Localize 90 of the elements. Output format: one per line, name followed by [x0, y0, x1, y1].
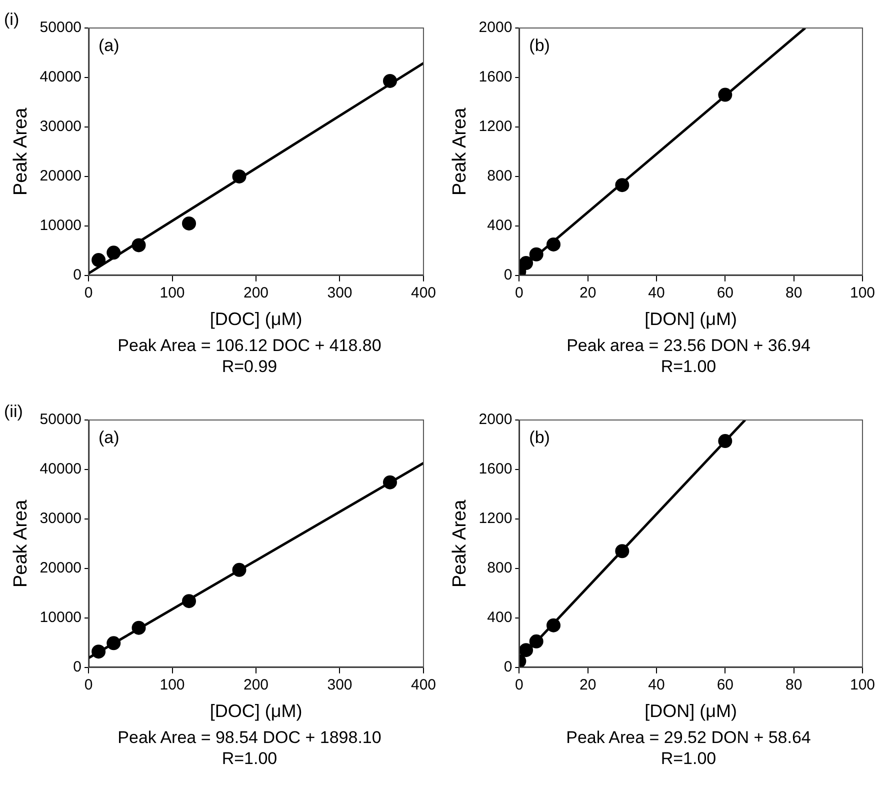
y-tick-label: 20000 — [40, 168, 82, 185]
y-tick-label: 20000 — [40, 560, 82, 577]
annotation: (a) — [98, 36, 120, 56]
y-tick-label: 30000 — [40, 510, 82, 528]
y-tick-label: 0 — [73, 658, 82, 676]
y-tick-label: 40000 — [40, 68, 82, 86]
x-axis-title: [DON] (μM) — [644, 701, 738, 722]
text: Peak area = 23.56 DON + 36.94 — [566, 335, 812, 356]
y-tick-label: 1200 — [478, 118, 512, 136]
x-tick-label: 100 — [850, 676, 875, 694]
x-tick-label: 100 — [160, 676, 185, 694]
y-tick-label: 400 — [487, 217, 512, 234]
y-tick-label: 0 — [504, 266, 512, 284]
x-tick-label: 0 — [84, 284, 93, 302]
x-tick-label: 20 — [579, 284, 596, 302]
x-tick-label: 0 — [84, 676, 93, 694]
point — [519, 643, 534, 658]
point — [382, 475, 397, 490]
point — [529, 247, 544, 262]
point — [132, 238, 146, 252]
x-tick-label: 60 — [716, 676, 734, 694]
y-tick-label: 1200 — [478, 510, 512, 528]
point — [92, 644, 106, 659]
x-tick-label: 100 — [850, 284, 875, 302]
x-axis-title: [DOC] (μM) — [210, 701, 302, 722]
x-tick-label: 0 — [514, 284, 524, 302]
y-axis-title: Peak Area — [450, 107, 471, 196]
y-tick-label: 2000 — [478, 411, 512, 428]
y-tick-label: 1600 — [478, 460, 512, 478]
point — [182, 594, 196, 608]
x-tick-label: 0 — [514, 676, 524, 694]
y-tick-label: 50000 — [40, 19, 82, 36]
y-tick-label: 2000 — [478, 19, 512, 36]
x-tick-label: 40 — [648, 676, 665, 694]
point — [382, 74, 397, 88]
y-tick-label: 10000 — [40, 609, 82, 626]
text: (i) — [4, 10, 20, 30]
x-tick-label: 300 — [327, 676, 352, 694]
point — [615, 544, 630, 558]
x-tick-label: 40 — [648, 284, 665, 302]
y-tick-label: 800 — [487, 168, 512, 185]
y-tick-label: 0 — [504, 658, 512, 676]
y-tick-label: 30000 — [40, 118, 82, 136]
text: Peak Area = 29.52 DON + 58.64 — [565, 727, 812, 748]
y-axis-title: Peak Area — [10, 499, 32, 588]
x-tick-label: 80 — [785, 676, 802, 694]
x-tick-label: 300 — [327, 284, 352, 302]
y-tick-label: 800 — [487, 560, 512, 577]
y-tick-label: 40000 — [40, 460, 82, 478]
annotation: (b) — [529, 36, 550, 56]
x-tick-label: 200 — [243, 676, 269, 694]
x-tick-label: 80 — [785, 284, 802, 302]
point — [546, 237, 560, 252]
point — [529, 634, 544, 648]
point — [92, 253, 106, 268]
point — [106, 246, 121, 260]
text: (ii) — [4, 402, 23, 422]
y-tick-label: 10000 — [40, 217, 82, 234]
x-axis-title: [DON] (μM) — [644, 309, 738, 330]
x-tick-label: 400 — [410, 676, 436, 694]
text: Peak Area = 106.12 DOC + 418.80 — [116, 335, 382, 356]
point — [718, 434, 732, 448]
point — [232, 562, 246, 577]
point — [718, 88, 732, 102]
x-tick-label: 100 — [160, 284, 185, 302]
x-axis-title: [DOC] (μM) — [210, 309, 302, 330]
point — [182, 216, 196, 230]
y-axis-title: Peak Area — [10, 107, 32, 196]
y-tick-label: 0 — [73, 266, 82, 284]
text: R=1.00 — [220, 748, 278, 769]
annotation: (a) — [98, 428, 120, 448]
point — [232, 169, 246, 184]
text: R=1.00 — [660, 748, 718, 769]
text: Peak Area = 98.54 DOC + 1898.10 — [116, 727, 382, 748]
x-tick-label: 200 — [243, 284, 269, 302]
y-tick-label: 1600 — [478, 68, 512, 86]
point — [615, 178, 630, 192]
point — [132, 620, 146, 635]
text: R=0.99 — [220, 356, 278, 377]
point — [106, 636, 121, 650]
y-axis-title: Peak Area — [450, 499, 471, 588]
x-tick-label: 20 — [579, 676, 596, 694]
point — [519, 256, 534, 270]
point — [546, 618, 560, 632]
x-tick-label: 400 — [410, 284, 436, 302]
y-tick-label: 50000 — [40, 411, 82, 428]
x-tick-label: 60 — [716, 284, 734, 302]
annotation: (b) — [529, 428, 550, 448]
y-tick-label: 400 — [487, 609, 512, 626]
text: R=1.00 — [660, 356, 718, 377]
